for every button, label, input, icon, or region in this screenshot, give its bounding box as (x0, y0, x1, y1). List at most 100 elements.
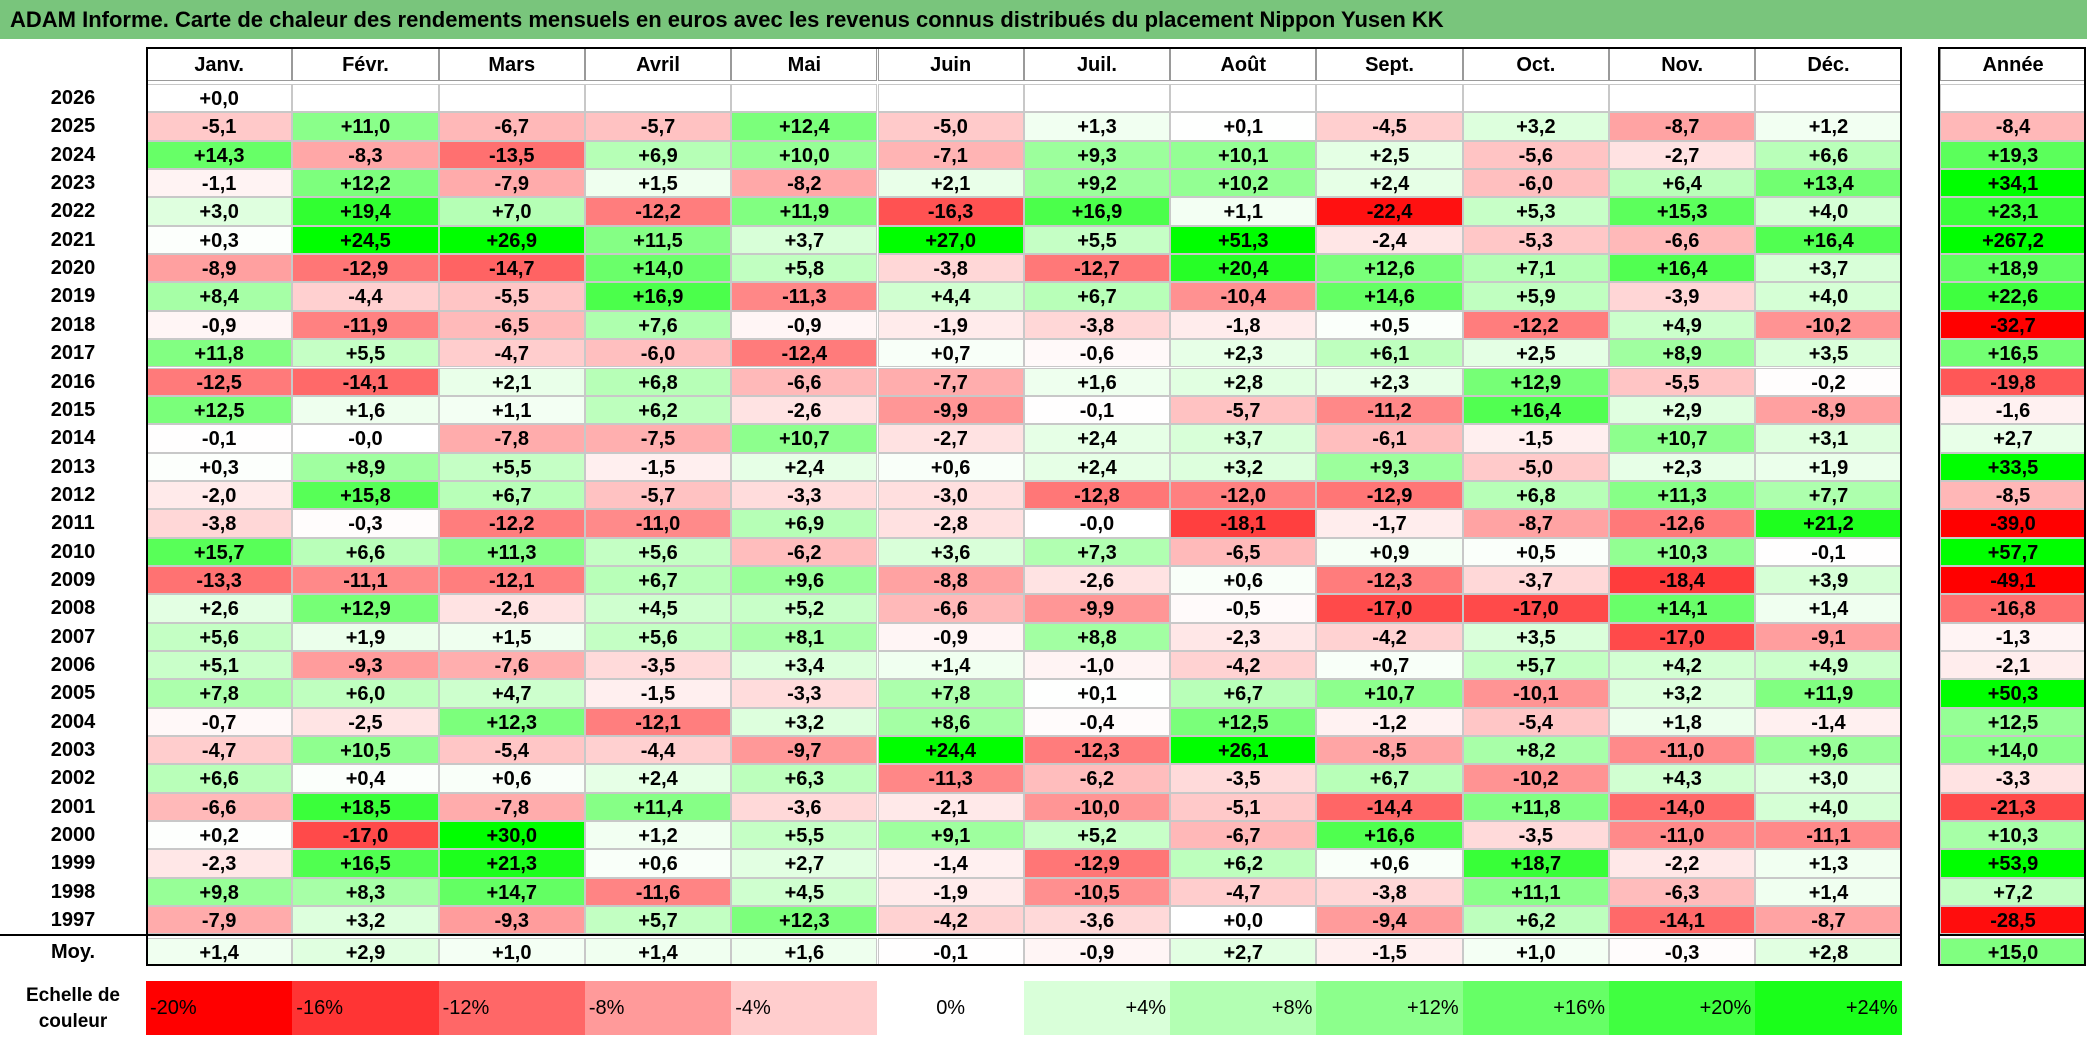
heatmap-cell: -0,3 (292, 509, 439, 538)
heatmap-cell: +1,5 (584, 169, 732, 198)
year-label: 2015 (0, 395, 146, 425)
heatmap-cell: -12,3 (1023, 736, 1171, 765)
heatmap-cell: +12,5 (146, 395, 293, 425)
heatmap-cell: +12,6 (1316, 254, 1463, 283)
annual-cell: -2,1 (1940, 651, 2086, 680)
heatmap-cell: +4,0 (1755, 282, 1902, 311)
heatmap-cell: +5,5 (292, 339, 439, 368)
heatmap-cell: +1,3 (1023, 112, 1171, 141)
heatmap-cell: -7,1 (877, 140, 1024, 170)
year-label: 2017 (0, 339, 146, 368)
heatmap-cell: +7,3 (1023, 537, 1171, 566)
heatmap-cell: +8,9 (1609, 339, 1756, 368)
year-label: 2006 (0, 651, 146, 680)
color-scale-label: Echelle de couleur (26, 985, 120, 1032)
heatmap-cell: +3,2 (1170, 452, 1317, 481)
heatmap-cell: +11,5 (584, 225, 732, 255)
heatmap-cell: -11,6 (584, 877, 732, 907)
year-label: 1997 (0, 906, 146, 935)
heatmap-cell: -6,6 (146, 792, 293, 822)
color-scale-step: +8% (1170, 981, 1317, 1035)
heatmap-cell: -8,5 (1316, 736, 1463, 765)
heatmap-cell: -8,9 (1755, 395, 1902, 425)
heatmap-cell: +1,5 (438, 622, 585, 651)
heatmap-cell: -12,1 (584, 707, 732, 737)
heatmap-cell: -8,3 (292, 140, 439, 170)
heatmap-cell: -2,0 (146, 480, 293, 510)
annual-cell: -1,3 (1940, 622, 2086, 651)
heatmap-cell: +16,4 (1462, 395, 1609, 425)
heatmap-cell: +2,4 (1023, 424, 1171, 453)
heatmap-cell: -6,7 (438, 112, 585, 141)
month-header: Juin (877, 47, 1024, 81)
heatmap-cell: +21,3 (438, 849, 585, 878)
heatmap-cell: -3,8 (146, 509, 293, 538)
annual-cell: +33,5 (1940, 452, 2086, 481)
heatmap-cell: -3,6 (731, 792, 878, 822)
heatmap-cell: +5,7 (584, 906, 732, 935)
heatmap-cell: +3,4 (731, 651, 878, 680)
heatmap-cell: +8,4 (146, 282, 293, 311)
heatmap-cell: -5,6 (1462, 140, 1609, 170)
heatmap-cell: -4,4 (584, 736, 732, 765)
heatmap-cell: +11,3 (438, 537, 585, 566)
annual-cell: -3,3 (1940, 764, 2086, 793)
annual-cell: +53,9 (1940, 849, 2086, 878)
month-header: Sept. (1316, 47, 1463, 81)
heatmap-cell: -1,2 (1316, 707, 1463, 737)
year-label: 2009 (0, 565, 146, 595)
heatmap-cell: +2,5 (1462, 339, 1609, 368)
heatmap-cell: +2,8 (1170, 367, 1317, 396)
heatmap-cell: -5,5 (1609, 367, 1756, 396)
heatmap-cell: -1,4 (877, 849, 1024, 878)
heatmap-cell: +0,6 (438, 764, 585, 793)
heatmap-cell: +12,9 (1462, 367, 1609, 396)
heatmap-cell: -2,6 (1023, 565, 1171, 595)
heatmap-cell: +4,7 (438, 679, 585, 708)
heatmap-cell: +18,7 (1462, 849, 1609, 878)
heatmap-cell: -9,1 (1755, 622, 1902, 651)
color-scale-step: +24% (1755, 981, 1902, 1035)
heatmap-cell: +0,9 (1316, 537, 1463, 566)
heatmap-cell: -4,7 (438, 339, 585, 368)
heatmap-cell: -18,4 (1609, 565, 1756, 595)
heatmap-cell: +20,4 (1170, 254, 1317, 283)
heatmap-cell: +12,5 (1170, 707, 1317, 737)
average-cell: +1,4 (584, 938, 732, 966)
heatmap-cell: -11,1 (292, 565, 439, 595)
heatmap-cell: -8,8 (877, 565, 1024, 595)
heatmap-cell: +4,5 (584, 594, 732, 623)
heatmap-cell: +9,8 (146, 877, 293, 907)
heatmap-cell: +0,6 (584, 849, 732, 878)
heatmap-cell: -12,9 (292, 254, 439, 283)
heatmap-cell: +6,6 (146, 764, 293, 793)
heatmap-cell (731, 84, 878, 113)
heatmap-cell: -9,7 (731, 736, 878, 765)
year-label: 2022 (0, 197, 146, 226)
heatmap-cell: -0,9 (877, 622, 1024, 651)
heatmap-cell: +11,9 (1755, 679, 1902, 708)
heatmap-cell: +1,4 (1755, 594, 1902, 623)
average-label: Moy. (0, 938, 146, 966)
heatmap-cell: -4,4 (292, 282, 439, 311)
heatmap-cell: +0,3 (146, 452, 293, 481)
month-header: Févr. (292, 47, 439, 81)
heatmap-cell: -6,6 (1609, 225, 1756, 255)
heatmap-cell: +6,4 (1609, 169, 1756, 198)
heatmap-cell: +6,6 (292, 537, 439, 566)
annual-cell: +2,7 (1940, 424, 2086, 453)
heatmap-cell: -18,1 (1170, 509, 1317, 538)
heatmap-cell: +6,2 (1462, 906, 1609, 935)
heatmap-cell (1170, 84, 1317, 113)
heatmap-cell: +2,3 (1609, 452, 1756, 481)
heatmap-cell: +5,6 (584, 537, 732, 566)
heatmap-cell: +7,6 (584, 310, 732, 340)
year-label: 2007 (0, 622, 146, 651)
heatmap-cell: +11,8 (1462, 792, 1609, 822)
heatmap-cell (1316, 84, 1463, 113)
month-header: Août (1170, 47, 1317, 81)
heatmap-cell: +5,2 (1023, 821, 1171, 850)
heatmap-cell: +9,6 (731, 565, 878, 595)
heatmap-cell: -1,9 (877, 877, 1024, 907)
heatmap-cell: -5,1 (146, 112, 293, 141)
